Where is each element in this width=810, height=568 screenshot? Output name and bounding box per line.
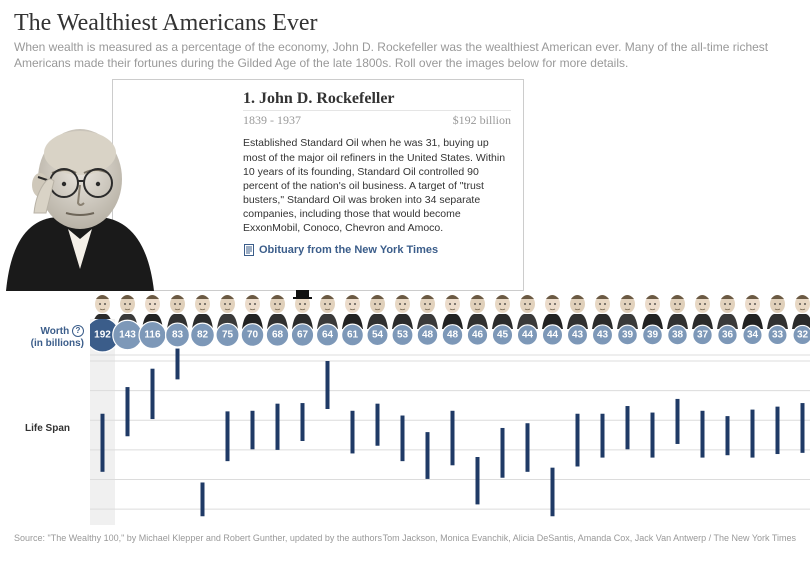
chart-svg: 1750180018501900195020001921431168382757… — [90, 319, 810, 527]
worth-value: 61 — [347, 330, 359, 341]
worth-value: 43 — [572, 330, 584, 341]
help-icon[interactable]: ? — [72, 325, 84, 337]
worth-value: 75 — [222, 330, 234, 341]
worth-value: 64 — [322, 330, 334, 341]
worth-value: 32 — [797, 330, 809, 341]
worth-value: 67 — [297, 330, 309, 341]
worth-value: 37 — [697, 330, 709, 341]
detail-card-region: 1. John D. Rockefeller 1839 - 1937 $192 … — [14, 79, 796, 319]
page-title: The Wealthiest Americans Ever — [14, 10, 796, 37]
worth-value: 36 — [722, 330, 734, 341]
detail-description: Established Standard Oil when he was 31,… — [243, 136, 511, 235]
worth-value: 192 — [94, 330, 111, 341]
worth-value: 143 — [119, 330, 136, 341]
page-subtitle: When wealth is measured as a percentage … — [14, 39, 796, 71]
worth-value: 53 — [397, 330, 409, 341]
worth-value: 48 — [422, 330, 434, 341]
worth-value: 70 — [247, 330, 259, 341]
worth-value: 44 — [547, 330, 559, 341]
obituary-link[interactable]: Obituary from the New York Times — [243, 244, 511, 256]
worth-value: 54 — [372, 330, 384, 341]
worth-value: 83 — [172, 330, 184, 341]
portrait-strip — [90, 277, 810, 325]
worth-value: 46 — [472, 330, 484, 341]
chart-region: Worth ? (in billions) Life Span 17501800… — [14, 319, 796, 527]
obituary-link-label: Obituary from the New York Times — [259, 244, 438, 256]
document-icon — [243, 244, 255, 256]
detail-years: 1839 - 1937 — [243, 113, 301, 128]
worth-value: 33 — [772, 330, 784, 341]
detail-portrait — [0, 109, 170, 291]
worth-value: 43 — [597, 330, 609, 341]
worth-value: 44 — [522, 330, 534, 341]
worth-value: 39 — [647, 330, 659, 341]
worth-value: 116 — [144, 330, 161, 341]
worth-value: 68 — [272, 330, 284, 341]
worth-value: 39 — [622, 330, 634, 341]
worth-value: 48 — [447, 330, 459, 341]
detail-worth: $192 billion — [453, 113, 511, 128]
worth-value: 45 — [497, 330, 509, 341]
detail-name: 1. John D. Rockefeller — [243, 90, 511, 108]
detail-card: 1. John D. Rockefeller 1839 - 1937 $192 … — [112, 79, 524, 291]
credits-text: Tom Jackson, Monica Evanchik, Alicia DeS… — [383, 533, 796, 543]
source-text: Source: "The Wealthy 100," by Michael Kl… — [14, 533, 382, 543]
worth-value: 38 — [672, 330, 684, 341]
axis-label-worth: Worth ? (in billions) — [14, 325, 84, 350]
worth-value: 82 — [197, 330, 209, 341]
worth-value: 34 — [747, 330, 759, 341]
axis-label-lifespan: Life Span — [14, 423, 70, 435]
